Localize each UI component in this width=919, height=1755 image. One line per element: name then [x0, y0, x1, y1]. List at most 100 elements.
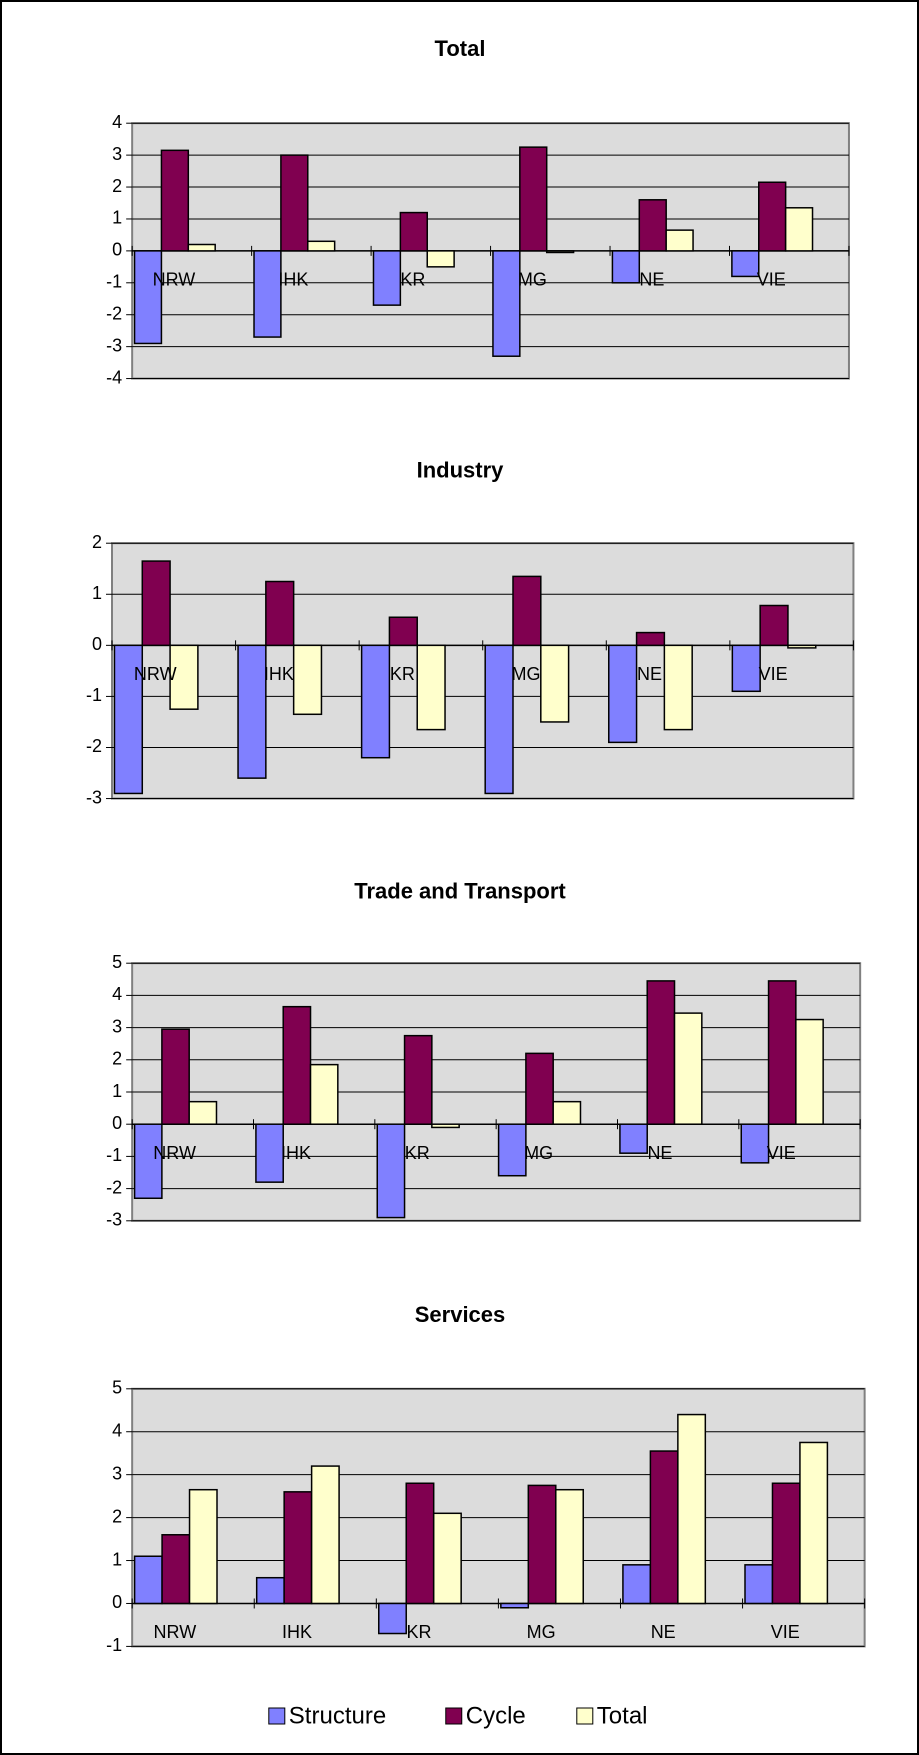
bar — [160, 149, 190, 252]
y-tick-label: 1 — [112, 1549, 122, 1569]
y-tick-label: 5 — [112, 1378, 122, 1398]
bar — [141, 560, 171, 647]
bar — [552, 1100, 582, 1125]
x-tick-label: KR — [405, 1143, 430, 1163]
x-tick-label: NE — [651, 1622, 676, 1642]
bar — [282, 1005, 312, 1125]
bar — [731, 250, 760, 278]
x-tick-label: VIE — [767, 1143, 796, 1163]
bar — [253, 250, 282, 338]
y-tick-label: 0 — [112, 240, 122, 260]
bar — [731, 644, 761, 693]
y-tick-label: 2 — [92, 532, 102, 552]
bar — [784, 207, 814, 252]
bar — [255, 1123, 284, 1183]
y-tick-label: -4 — [106, 367, 122, 387]
legend-swatch — [576, 1707, 594, 1725]
bar — [360, 644, 391, 759]
legend-swatch — [268, 1707, 286, 1725]
y-tick-label: 2 — [112, 176, 122, 196]
bar — [188, 1488, 218, 1605]
y-tick-label: -1 — [106, 1145, 122, 1165]
bar — [497, 1123, 527, 1177]
y-tick-label: 4 — [112, 112, 122, 132]
bar — [399, 211, 428, 252]
bar — [519, 146, 548, 252]
bar — [611, 250, 641, 284]
bar — [237, 644, 267, 779]
x-tick-label: IHK — [278, 270, 308, 290]
x-tick-label: VIE — [771, 1622, 800, 1642]
legend-label: Total — [597, 1702, 648, 1729]
y-tick-label: -1 — [86, 685, 102, 705]
y-tick-label: -2 — [106, 303, 122, 323]
y-tick-label: 5 — [112, 952, 122, 972]
x-tick-label: NRW — [134, 664, 177, 684]
y-tick-label: 4 — [112, 984, 122, 1004]
x-tick-label: MG — [524, 1143, 553, 1163]
bar — [133, 1555, 163, 1605]
x-tick-label: VIE — [759, 664, 788, 684]
y-tick-label: -3 — [106, 335, 122, 355]
chart-title: Services — [415, 1302, 506, 1327]
bar — [416, 644, 446, 731]
bar — [431, 1123, 460, 1129]
bar — [188, 1100, 218, 1125]
bar — [500, 1602, 530, 1609]
x-tick-label: IHK — [264, 664, 294, 684]
bar — [292, 644, 323, 716]
x-tick-label: KR — [390, 664, 415, 684]
bar — [161, 1534, 191, 1605]
bar — [740, 1123, 770, 1164]
x-tick-label: MG — [527, 1622, 556, 1642]
bar — [255, 1576, 285, 1605]
chart-title: Total — [435, 36, 486, 61]
y-tick-label: 1 — [112, 1081, 122, 1101]
bar — [545, 250, 575, 254]
y-tick-label: 2 — [112, 1049, 122, 1069]
y-tick-label: 1 — [92, 583, 102, 603]
bar — [133, 250, 163, 345]
x-tick-label: KR — [407, 1622, 432, 1642]
bar — [799, 1441, 829, 1605]
y-tick-label: 3 — [112, 144, 122, 164]
y-tick-label: -2 — [106, 1177, 122, 1197]
bar — [608, 644, 638, 744]
bar — [113, 644, 144, 795]
bar — [426, 250, 455, 268]
bar — [432, 1512, 462, 1605]
y-tick-label: -3 — [86, 787, 102, 807]
bar — [665, 229, 694, 252]
bar — [795, 1018, 824, 1125]
y-tick-label: 2 — [112, 1506, 122, 1526]
bar — [492, 250, 521, 357]
y-tick-label: 0 — [92, 634, 102, 654]
y-tick-label: -1 — [106, 1635, 122, 1655]
y-tick-label: 0 — [112, 1113, 122, 1133]
bar — [388, 616, 418, 647]
bar — [744, 1564, 774, 1605]
bar — [635, 631, 666, 647]
x-tick-label: NRW — [153, 270, 196, 290]
legend-swatch — [445, 1707, 463, 1725]
x-tick-label: VIE — [757, 270, 786, 290]
bar — [525, 1052, 554, 1125]
bar — [673, 1012, 703, 1125]
bar — [169, 644, 199, 710]
bar — [307, 240, 336, 252]
bar — [787, 644, 817, 649]
bar — [767, 980, 797, 1125]
bar — [484, 644, 514, 795]
x-tick-label: NRW — [153, 1143, 196, 1163]
x-tick-label: KR — [400, 270, 425, 290]
bar — [265, 580, 295, 647]
x-tick-label: IHK — [281, 1143, 311, 1163]
x-tick-label: NE — [637, 664, 662, 684]
y-tick-label: 3 — [112, 1463, 122, 1483]
bar — [372, 250, 402, 306]
x-tick-label: MG — [518, 270, 547, 290]
y-tick-label: 3 — [112, 1016, 122, 1036]
bar — [759, 604, 789, 647]
bar — [619, 1123, 648, 1154]
